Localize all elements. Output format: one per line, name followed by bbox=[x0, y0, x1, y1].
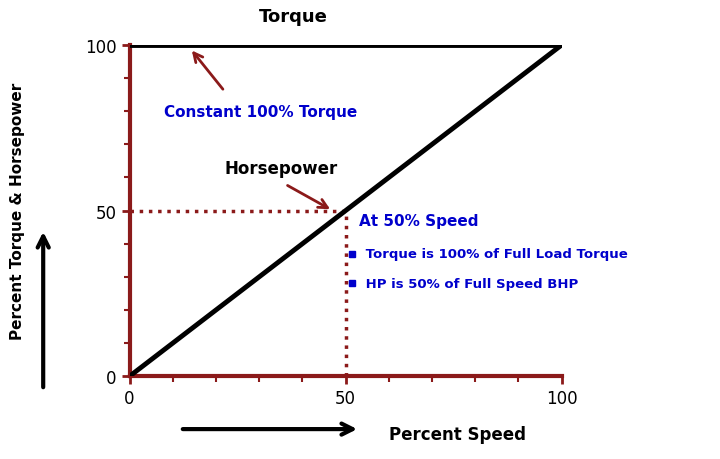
Text: HP is 50% of Full Speed BHP: HP is 50% of Full Speed BHP bbox=[361, 277, 578, 291]
Text: Horsepower: Horsepower bbox=[225, 160, 338, 178]
Text: Torque is 100% of Full Load Torque: Torque is 100% of Full Load Torque bbox=[361, 247, 627, 261]
Text: Percent Torque & Horsepower: Percent Torque & Horsepower bbox=[11, 83, 25, 340]
Text: At 50% Speed: At 50% Speed bbox=[359, 213, 478, 229]
Text: Constant 100% Torque: Constant 100% Torque bbox=[164, 105, 357, 119]
Text: Percent Speed: Percent Speed bbox=[389, 425, 526, 443]
Text: Torque: Torque bbox=[259, 8, 328, 26]
